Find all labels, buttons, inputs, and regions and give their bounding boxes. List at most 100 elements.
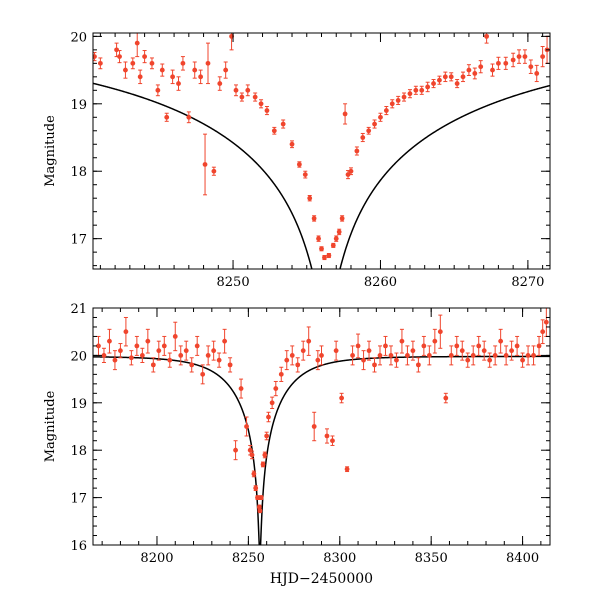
data-marker [454, 343, 460, 349]
data-marker [134, 40, 140, 46]
data-marker [161, 343, 167, 349]
data-point [378, 112, 383, 122]
data-point [492, 345, 498, 366]
data-marker [266, 414, 271, 420]
data-marker [514, 343, 520, 349]
data-point [410, 340, 416, 361]
data-marker [186, 114, 192, 120]
data-point [289, 140, 295, 149]
data-point [448, 345, 454, 366]
data-point [202, 133, 208, 196]
data-marker [401, 94, 407, 100]
data-point [186, 111, 192, 124]
data-point [156, 340, 162, 361]
data-marker [149, 60, 155, 66]
data-point [389, 99, 395, 109]
data-point [399, 328, 405, 354]
data-marker [399, 338, 405, 344]
data-marker [330, 438, 335, 444]
data-marker [300, 348, 306, 354]
data-point [413, 85, 419, 95]
data-point [490, 63, 495, 77]
data-point [476, 335, 482, 356]
data-marker [284, 357, 290, 363]
data-marker [180, 60, 186, 66]
data-point [311, 411, 317, 442]
data-marker [459, 348, 465, 354]
data-marker [142, 54, 147, 59]
data-marker [289, 141, 295, 147]
data-marker [344, 466, 350, 472]
data-point [330, 242, 336, 248]
data-point [217, 76, 223, 91]
data-marker [490, 67, 495, 73]
data-marker [101, 353, 107, 358]
data-point [280, 119, 286, 129]
data-point [227, 357, 233, 373]
data-point [361, 350, 366, 371]
data-point [330, 435, 335, 446]
data-point [536, 335, 542, 356]
data-marker [326, 253, 332, 258]
data-marker [316, 236, 321, 242]
data-point [101, 347, 107, 364]
data-marker [460, 74, 466, 80]
data-marker [255, 495, 260, 500]
data-marker [249, 452, 255, 458]
data-marker [278, 371, 284, 377]
data-marker [227, 362, 233, 368]
data-marker [222, 338, 228, 344]
data-marker [540, 54, 546, 59]
data-marker [150, 362, 156, 368]
data-point [516, 49, 522, 64]
data-marker [389, 101, 395, 107]
data-point [339, 215, 345, 222]
data-point [117, 50, 122, 64]
data-marker [378, 114, 383, 120]
data-marker [155, 87, 161, 93]
data-point [348, 167, 354, 176]
data-point [509, 340, 515, 361]
data-point [161, 335, 167, 356]
data-marker [481, 348, 487, 354]
data-marker [260, 462, 266, 467]
data-marker [217, 81, 223, 86]
plot-area [93, 33, 550, 269]
data-marker [377, 353, 383, 358]
data-marker [448, 353, 454, 358]
data-marker [407, 91, 413, 97]
data-marker [245, 87, 251, 93]
data-point [137, 69, 143, 85]
data-marker [496, 60, 501, 66]
data-marker [271, 128, 277, 134]
data-marker [503, 353, 509, 358]
data-point [487, 352, 493, 368]
data-point [394, 352, 399, 368]
data-point [326, 252, 332, 259]
data-point [123, 61, 128, 79]
data-marker [123, 329, 129, 335]
data-marker [350, 353, 355, 358]
data-marker [536, 343, 542, 349]
data-point [249, 450, 255, 460]
data-marker [437, 329, 443, 335]
data-point [258, 99, 264, 109]
data-point [155, 84, 161, 97]
data-point [360, 132, 366, 143]
data-point [167, 352, 173, 368]
data-marker [394, 357, 399, 363]
data-marker [137, 74, 143, 80]
data-marker [123, 67, 128, 73]
data-marker [252, 94, 258, 100]
data-point [431, 79, 436, 89]
data-marker [333, 348, 339, 354]
data-marker [264, 433, 270, 439]
data-point [192, 61, 198, 79]
data-marker [522, 54, 528, 59]
data-marker [492, 353, 498, 358]
y-tick-label: 17 [70, 233, 87, 248]
data-marker [510, 57, 516, 63]
data-point [503, 56, 509, 70]
data-point [316, 235, 321, 242]
